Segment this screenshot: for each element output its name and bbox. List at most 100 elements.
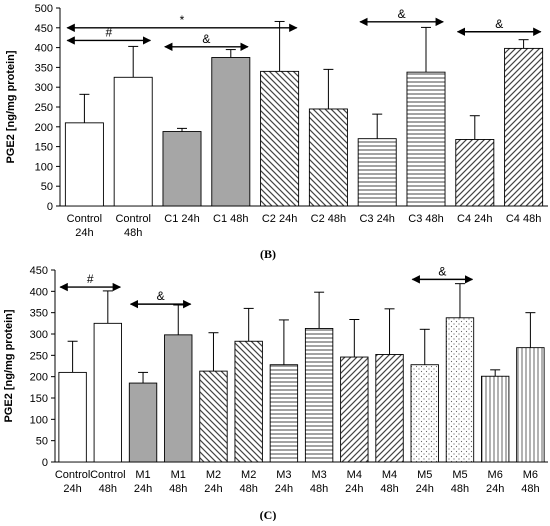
x-tick-label: C1 24h bbox=[164, 213, 199, 225]
x-tick-label: 48h bbox=[99, 483, 117, 495]
x-tick-label: M6 bbox=[523, 469, 538, 481]
bar bbox=[164, 334, 193, 463]
x-tick-label: 24h bbox=[275, 483, 293, 495]
y-tick-label: 100 bbox=[35, 161, 53, 173]
y-tick-label: 0 bbox=[42, 457, 48, 469]
bar bbox=[516, 347, 545, 463]
x-tick-label: Control bbox=[67, 213, 102, 225]
x-tick-label: 48h bbox=[169, 483, 187, 495]
x-tick-label: M2 bbox=[241, 469, 256, 481]
significance-label: # bbox=[87, 272, 94, 286]
y-tick-label: 350 bbox=[35, 62, 53, 74]
y-tick-label: 150 bbox=[35, 142, 53, 154]
x-tick-label: 24h bbox=[63, 483, 81, 495]
x-tick-label: M6 bbox=[488, 469, 503, 481]
x-tick-label: 48h bbox=[380, 483, 398, 495]
significance-label: # bbox=[105, 25, 112, 39]
significance-label: & bbox=[438, 264, 446, 278]
x-tick-label: 48h bbox=[310, 483, 328, 495]
x-tick-label: M1 bbox=[135, 469, 150, 481]
bar bbox=[308, 108, 348, 207]
y-tick-label: 100 bbox=[30, 414, 48, 426]
bar bbox=[375, 354, 404, 463]
y-tick-label: 400 bbox=[30, 286, 48, 298]
x-tick-label: 24h bbox=[416, 483, 434, 495]
bar bbox=[304, 328, 334, 463]
bar bbox=[128, 382, 158, 463]
x-tick-label: M1 bbox=[171, 469, 186, 481]
y-tick-label: 250 bbox=[35, 102, 53, 114]
x-tick-label: C2 48h bbox=[311, 213, 346, 225]
y-tick-label: 450 bbox=[30, 265, 48, 277]
bar bbox=[357, 138, 397, 207]
y-tick-label: 400 bbox=[35, 43, 53, 55]
x-tick-label: 24h bbox=[204, 483, 222, 495]
bar bbox=[162, 131, 202, 207]
bar bbox=[504, 47, 544, 207]
x-tick-label: Control bbox=[115, 213, 150, 225]
x-tick-label: M2 bbox=[206, 469, 221, 481]
x-tick-label: 24h bbox=[134, 483, 152, 495]
x-tick-label: M3 bbox=[311, 469, 326, 481]
y-axis-label: PGE2 [ng/mg protein] bbox=[5, 50, 17, 163]
bar bbox=[211, 57, 251, 207]
y-tick-label: 50 bbox=[36, 436, 48, 448]
y-tick-label: 0 bbox=[47, 201, 53, 213]
x-tick-label: C4 24h bbox=[457, 213, 492, 225]
significance-label: & bbox=[398, 7, 406, 21]
bar bbox=[480, 375, 510, 463]
y-tick-label: 150 bbox=[30, 393, 48, 405]
bar bbox=[340, 356, 369, 463]
x-tick-label: 48h bbox=[239, 483, 257, 495]
y-tick-label: 350 bbox=[30, 308, 48, 320]
bar bbox=[58, 371, 87, 463]
bar bbox=[64, 122, 104, 207]
bar bbox=[269, 364, 299, 463]
y-tick-label: 50 bbox=[41, 181, 53, 193]
significance-label: * bbox=[180, 13, 185, 27]
x-tick-label: Control bbox=[55, 469, 90, 481]
x-tick-label: C1 48h bbox=[213, 213, 248, 225]
x-tick-label: 48h bbox=[451, 483, 469, 495]
significance-label: & bbox=[157, 289, 165, 303]
y-tick-label: 300 bbox=[35, 82, 53, 94]
chart-panel-c: 0 50 100 150 200 250 300 350 400 450 PGE2 [ng/mg p… bbox=[3, 264, 548, 522]
bar bbox=[260, 70, 300, 207]
x-tick-label: 48h bbox=[521, 483, 539, 495]
x-tick-label: M5 bbox=[417, 469, 432, 481]
x-tick-label: C3 24h bbox=[359, 213, 394, 225]
y-tick-label: 300 bbox=[30, 329, 48, 341]
bar bbox=[93, 322, 123, 463]
x-tick-label: Control bbox=[90, 469, 125, 481]
x-tick-label: C4 48h bbox=[506, 213, 541, 225]
x-tick-label: 24h bbox=[345, 483, 363, 495]
x-tick-label: M3 bbox=[276, 469, 291, 481]
y-tick-label: 250 bbox=[30, 350, 48, 362]
y-axis-label: PGE2 [ng/mg protein] bbox=[3, 309, 15, 422]
panel-label: (C) bbox=[260, 508, 277, 521]
bar bbox=[410, 364, 439, 463]
y-tick-label: 450 bbox=[35, 23, 53, 35]
y-tick-label: 200 bbox=[35, 122, 53, 134]
x-tick-label: M4 bbox=[382, 469, 397, 481]
bar bbox=[234, 340, 263, 463]
x-tick-label: 24h bbox=[75, 227, 93, 239]
x-tick-label: 48h bbox=[124, 227, 142, 239]
bar bbox=[406, 71, 446, 207]
x-tick-label: M5 bbox=[452, 469, 467, 481]
y-tick-label: 200 bbox=[30, 372, 48, 384]
panel-label: (B) bbox=[260, 247, 276, 261]
bar bbox=[199, 370, 228, 463]
x-tick-label: C3 48h bbox=[408, 213, 443, 225]
bar bbox=[445, 317, 475, 463]
x-tick-label: M4 bbox=[347, 469, 362, 481]
significance-label: & bbox=[495, 17, 503, 31]
chart-panel-b: 0 50 100 150 200 250 300 350 400 450 500 PGE2 [ng/m… bbox=[5, 3, 548, 261]
bar bbox=[113, 76, 153, 207]
significance-label: & bbox=[202, 32, 210, 46]
y-tick-label: 500 bbox=[35, 3, 53, 15]
x-tick-label: 24h bbox=[486, 483, 504, 495]
x-tick-label: C2 24h bbox=[262, 213, 297, 225]
